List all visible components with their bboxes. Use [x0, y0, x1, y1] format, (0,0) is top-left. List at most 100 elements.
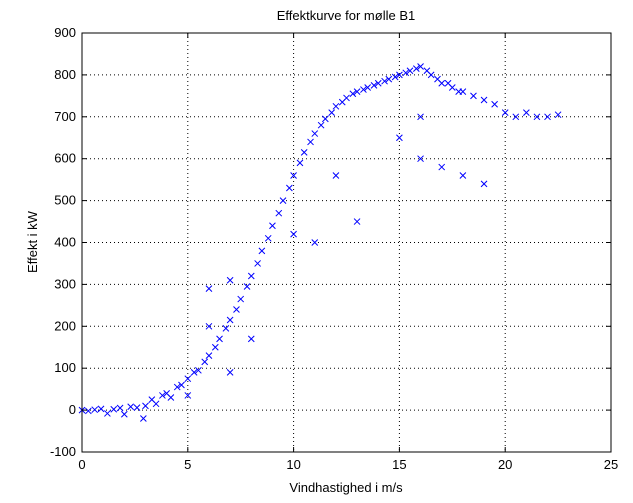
data-point — [91, 406, 99, 414]
data-point — [343, 94, 350, 102]
x-tick-label: 5 — [184, 457, 191, 472]
y-tick-label: 500 — [54, 193, 76, 208]
data-point — [353, 88, 361, 96]
data-point — [195, 366, 202, 374]
x-tick-label: 20 — [498, 457, 512, 472]
data-point — [237, 295, 245, 303]
data-point — [523, 109, 530, 116]
data-point — [178, 381, 185, 389]
data-point — [353, 218, 361, 225]
data-point — [438, 163, 446, 171]
y-tick-label: 0 — [69, 402, 76, 417]
data-point — [307, 138, 314, 146]
data-point — [311, 130, 319, 137]
data-point — [275, 209, 283, 217]
grid-lines — [82, 33, 611, 452]
data-point — [300, 149, 308, 156]
x-tick-label: 15 — [392, 457, 406, 472]
data-point — [205, 352, 213, 359]
data-point — [427, 71, 435, 79]
data-point — [311, 239, 319, 246]
data-point — [290, 230, 297, 238]
y-tick-label: 100 — [54, 360, 76, 375]
data-point — [173, 383, 181, 391]
data-point — [247, 335, 255, 343]
data-point — [480, 180, 488, 188]
chart-title: Effektkurve for mølle B1 — [277, 8, 415, 23]
data-point — [417, 155, 424, 163]
data-point — [184, 375, 192, 383]
data-point — [412, 65, 420, 72]
data-point — [459, 88, 467, 96]
data-point — [364, 84, 372, 91]
data-point — [140, 415, 147, 422]
y-axis-label: Effekt i kW — [25, 210, 40, 273]
data-point — [184, 392, 192, 399]
data-point — [396, 71, 403, 79]
data-point — [84, 407, 92, 415]
y-tick-label: 700 — [54, 109, 76, 124]
y-tick-label: 200 — [54, 318, 76, 333]
data-point — [470, 92, 477, 100]
data-point — [247, 272, 255, 280]
x-tick-label: 25 — [604, 457, 618, 472]
data-point — [216, 335, 223, 343]
y-tick-label: 300 — [54, 276, 76, 291]
data-point — [332, 102, 340, 110]
x-tick-label: 10 — [286, 457, 300, 472]
data-point — [279, 197, 287, 204]
data-point — [152, 400, 160, 408]
y-tick-label: -100 — [50, 444, 76, 459]
x-axis-label: Vindhastighed i m/s — [289, 480, 403, 495]
data-point — [133, 404, 141, 411]
data-point — [269, 222, 276, 230]
data-point — [222, 325, 230, 332]
data-point — [159, 392, 166, 399]
data-point — [501, 109, 509, 116]
data-point — [406, 67, 414, 75]
data-point — [120, 410, 128, 418]
data-point — [104, 410, 111, 417]
data-point — [286, 184, 293, 192]
data-point — [233, 306, 240, 313]
y-tick-label: 400 — [54, 235, 76, 250]
data-point — [142, 402, 149, 410]
data-point — [211, 343, 219, 351]
data-point — [391, 73, 399, 81]
data-point — [459, 172, 467, 179]
data-point — [201, 358, 209, 366]
data-point — [491, 100, 498, 108]
data-point — [254, 260, 261, 267]
data-point — [438, 79, 446, 87]
data-point — [205, 285, 213, 292]
data-point — [385, 75, 393, 83]
data-point — [332, 172, 340, 179]
data-point — [370, 82, 378, 89]
data-point — [448, 84, 456, 91]
data-point — [127, 403, 135, 411]
data-point — [226, 276, 234, 284]
y-tick-label: 900 — [54, 25, 76, 40]
data-point — [544, 113, 551, 121]
data-point — [258, 247, 266, 255]
data-point — [116, 404, 124, 412]
data-point — [512, 113, 520, 121]
data-point — [110, 405, 118, 413]
data-point — [290, 172, 297, 179]
data-point — [321, 115, 329, 123]
data-point — [381, 77, 388, 85]
data-point — [226, 369, 234, 376]
y-tick-label: 600 — [54, 151, 76, 166]
data-point — [167, 394, 175, 401]
data-point — [243, 283, 251, 290]
data-point — [417, 113, 424, 121]
data-point — [296, 159, 304, 167]
axis-ticks: 0 5 10 15 20 25-10001002003004005006007008009… — [50, 25, 618, 472]
data-point — [317, 121, 325, 129]
data-point — [226, 316, 234, 324]
data-point — [264, 234, 272, 242]
data-point — [374, 79, 382, 87]
data-point — [417, 63, 424, 70]
